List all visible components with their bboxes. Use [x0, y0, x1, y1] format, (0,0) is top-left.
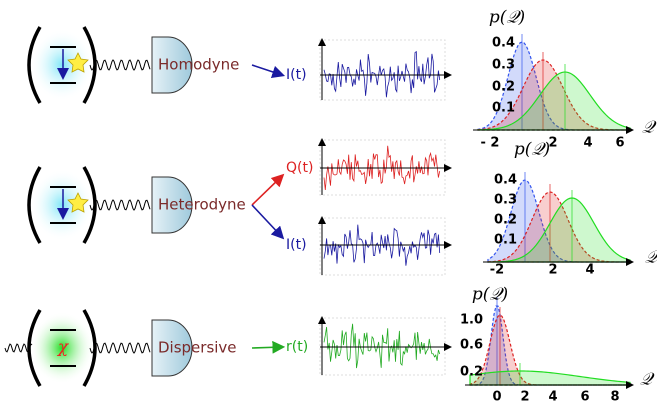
x-tick-label: 4: [583, 136, 592, 151]
signal-label: r(t): [286, 339, 308, 355]
photon-star: [67, 52, 89, 73]
x-label: 𝒬: [640, 370, 655, 390]
signal-label: I(t): [286, 67, 307, 83]
cavity-label: χ: [57, 338, 70, 358]
y-label: p(𝒬): [489, 8, 525, 28]
cavity-glow: [30, 29, 94, 101]
mirror: [82, 309, 97, 387]
signal-label: I(t): [286, 237, 307, 253]
signal-trace: [323, 50, 441, 98]
detector-label: Homodyne: [158, 56, 239, 74]
photon-wave: [89, 342, 151, 354]
y-tick-label: 0.2: [494, 213, 517, 228]
x-tick-label: 8: [610, 390, 619, 405]
y-label: p(𝒬): [472, 285, 508, 305]
x-label: 𝒬: [642, 118, 657, 138]
x-tick-label: 2: [548, 136, 557, 151]
x-tick-label: 4: [585, 263, 594, 278]
detector-label: Dispersive: [158, 339, 237, 357]
photon-wave: [89, 199, 151, 211]
y-tick-label: 0.6: [460, 338, 483, 353]
x-tick-label: 0: [492, 390, 501, 405]
y-tick-label: 1.0: [460, 313, 483, 328]
y-label: p(𝒬): [514, 140, 550, 160]
detector: [151, 176, 193, 234]
y-tick-label: 0.2: [492, 80, 515, 95]
signal-trace: [323, 145, 441, 190]
detector-label: Heterodyne: [158, 196, 246, 214]
y-tick-label: 0.3: [494, 193, 517, 208]
signal-arrow: [251, 173, 285, 206]
x-tick-label: 2: [548, 263, 557, 278]
cavity-glow: [30, 169, 94, 241]
signal-arrow: [251, 204, 285, 240]
signal-trace: [323, 224, 441, 266]
x-tick-label: 2: [520, 390, 529, 405]
signal-label: Q(t): [286, 160, 313, 176]
mirror: [82, 26, 97, 104]
cavity-glow: [30, 312, 94, 384]
x-tick-label: - 2: [481, 136, 500, 151]
x-tick-label: 6: [615, 136, 624, 151]
distribution: [469, 370, 631, 386]
signal-box: [319, 217, 446, 276]
x-tick-label: 6: [580, 390, 589, 405]
y-tick-label: 0.1: [494, 233, 517, 248]
x-tick-label: 4: [548, 390, 557, 405]
detector: [151, 36, 193, 94]
y-tick-label: 0.1: [492, 101, 515, 116]
photon-star: [67, 192, 89, 213]
signal-arrow: [251, 64, 286, 79]
distribution: [477, 71, 631, 131]
photon-wave: [89, 59, 151, 71]
distribution: [487, 197, 631, 263]
x-label: 𝒬: [645, 248, 657, 268]
mirror: [82, 166, 97, 244]
y-tick-label: 0.4: [494, 173, 517, 188]
y-tick-label: 0.2: [460, 365, 483, 380]
signal-arrow: [251, 340, 286, 354]
mirror: [27, 26, 42, 104]
mirror: [27, 166, 42, 244]
y-tick-label: 0.3: [492, 58, 515, 73]
detector: [151, 319, 193, 377]
signal-trace: [323, 323, 441, 369]
mirror: [27, 309, 42, 387]
x-tick-label: -2: [490, 263, 504, 278]
y-tick-label: 0.4: [492, 36, 515, 51]
signal-box: [319, 39, 446, 101]
